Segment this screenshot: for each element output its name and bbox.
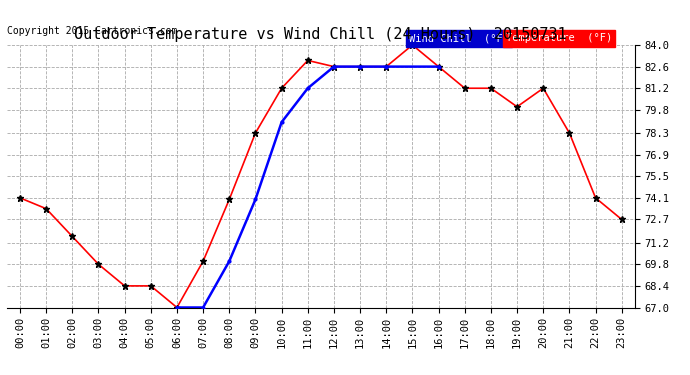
Text: Temperature  (°F): Temperature (°F) [506, 33, 612, 44]
Title: Outdoor Temperature vs Wind Chill (24 Hours)  20150731: Outdoor Temperature vs Wind Chill (24 Ho… [75, 27, 567, 42]
Text: Copyright 2015 Cartronics.com: Copyright 2015 Cartronics.com [7, 26, 177, 36]
Text: Wind Chill  (°F): Wind Chill (°F) [408, 33, 509, 44]
